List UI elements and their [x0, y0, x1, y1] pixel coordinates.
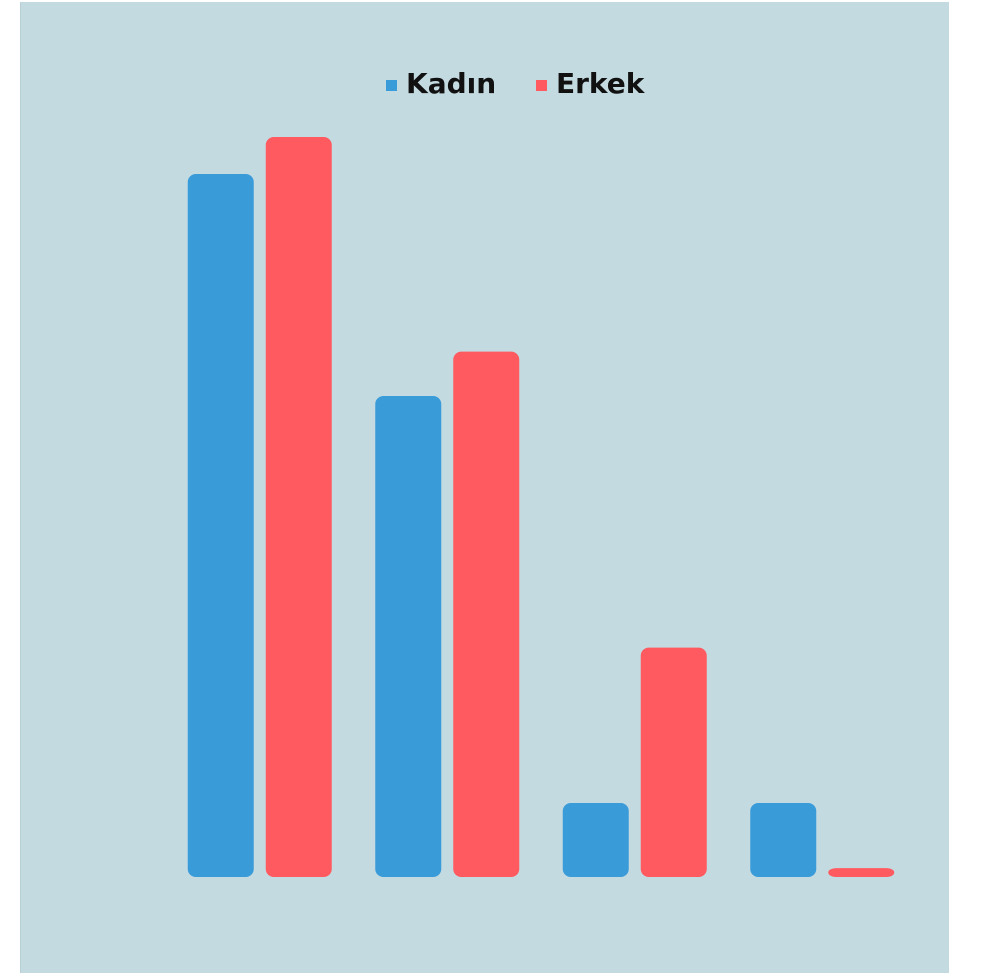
bar-chart: Kadın Erkek [187, 67, 895, 878]
legend-label-kadin: Kadın [406, 67, 496, 100]
legend-swatch-erkek [536, 80, 547, 91]
bar-erkek-2 [453, 351, 520, 878]
bar-kadin-3 [562, 803, 629, 877]
legend-label-erkek: Erkek [556, 67, 646, 100]
chart-panel: Kadın Erkek [20, 2, 949, 973]
bar-kadin-1 [187, 174, 254, 877]
bar-erkek-1 [265, 137, 332, 877]
bar-kadin-2 [375, 396, 442, 877]
bar-erkek-3 [640, 647, 707, 877]
bar-kadin-4 [750, 803, 817, 877]
legend-swatch-kadin [386, 80, 397, 91]
bar-erkek-4 [828, 868, 895, 877]
